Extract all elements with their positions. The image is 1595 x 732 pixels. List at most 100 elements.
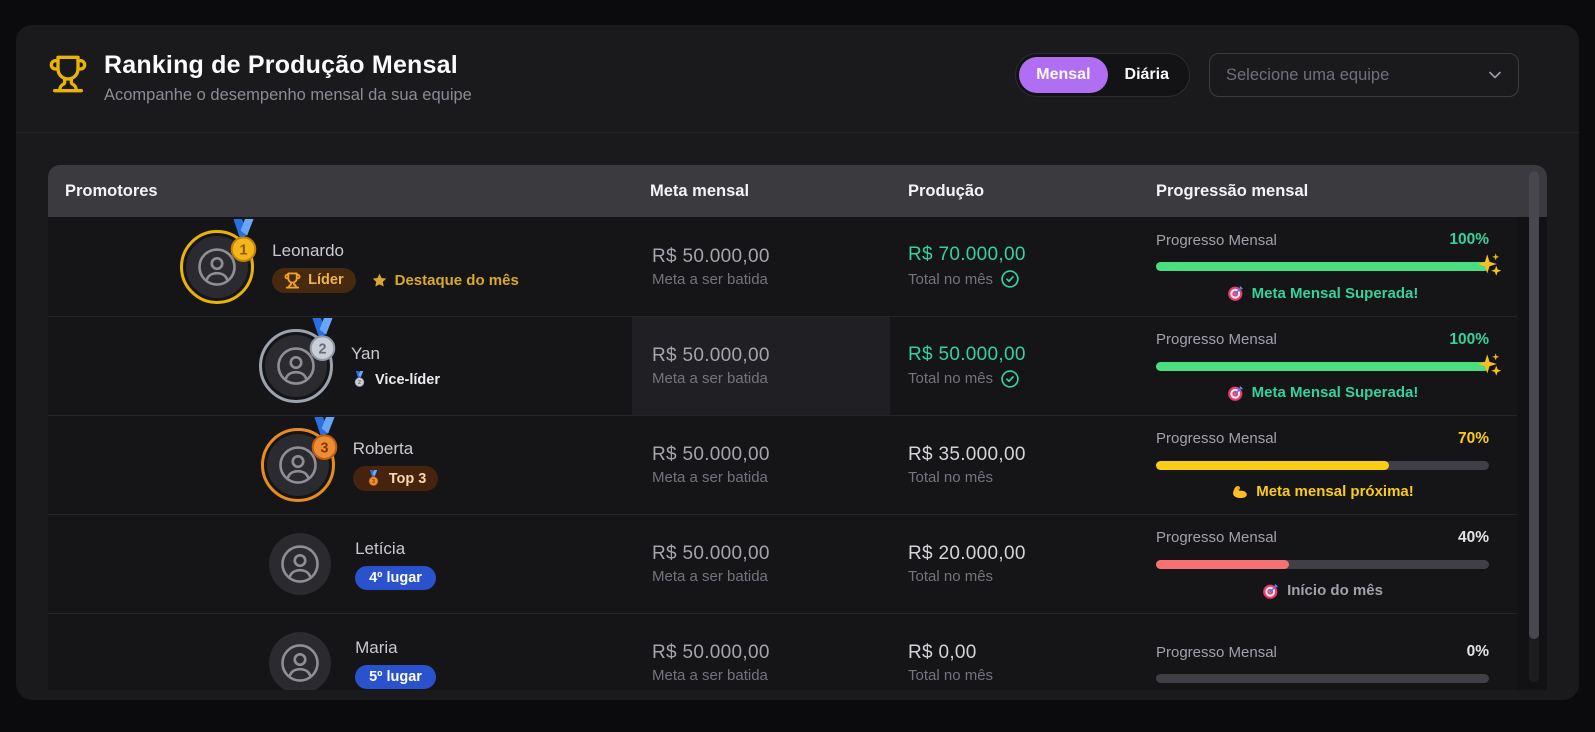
badge-label: Destaque do mês [394, 271, 519, 289]
promoter-name: Maria [355, 637, 398, 657]
badge-list: 5º lugar [355, 664, 436, 689]
header-left: Ranking de Produção Mensal Acompanhe o d… [48, 51, 472, 105]
progress-cell: Progresso Mensal 70% Meta mensal próxima… [1138, 416, 1517, 514]
progress-label: Progresso Mensal [1156, 231, 1277, 249]
progress-bar [1156, 352, 1502, 376]
producao-cell: R$ 0,00 Total no mês [890, 614, 1138, 690]
trophy-icon [48, 54, 88, 94]
avatar: 2 [257, 318, 336, 405]
producao-cell: R$ 35.000,00 Total no mês [890, 416, 1138, 514]
meta-cell: R$ 50.000,00 Meta a ser batida [632, 614, 890, 690]
progress-header: Progresso Mensal 70% [1156, 430, 1489, 448]
meta-cell: R$ 50.000,00 Meta a ser batida [632, 217, 890, 316]
meta-cell: R$ 50.000,00 Meta a ser batida [632, 317, 890, 415]
svg-text:2: 2 [318, 341, 326, 357]
avatar: 1 [178, 218, 257, 306]
meta-value: R$ 50.000,00 [652, 345, 770, 366]
progress-bar-fill [1156, 460, 1390, 470]
producao-cell: R$ 50.000,00 Total no mês [890, 317, 1138, 415]
rank-badge: 2 Vice-líder [351, 371, 440, 388]
rank-medal-icon: 1 [226, 218, 261, 265]
target-icon [1227, 284, 1245, 302]
promoter-cell: 2 Yan 2 Vice-líder [48, 317, 632, 415]
table-row[interactable]: Letícia 4º lugar R$ 50.000,00 Meta a ser… [48, 514, 1517, 613]
user-icon [269, 533, 332, 595]
progress-header: Progresso Mensal 100% [1156, 231, 1489, 249]
svg-text:3: 3 [372, 479, 375, 485]
promoter-info: Leonardo Líder Destaque do mês [272, 241, 519, 293]
progress-bar [1156, 460, 1489, 470]
rank-badge: 4º lugar [355, 565, 436, 590]
progress-bar [1156, 253, 1502, 276]
team-select[interactable]: Selecione uma equipe [1209, 53, 1519, 97]
target-icon [1227, 384, 1245, 402]
progress-bar [1156, 674, 1489, 683]
avatar [261, 624, 339, 690]
progress-header: Progresso Mensal 40% [1156, 529, 1489, 547]
promoter-cell: 3 Roberta 3 Top 3 [48, 416, 632, 514]
badge-list: 3 Top 3 [352, 466, 439, 491]
page-title: Ranking de Produção Mensal [104, 51, 458, 79]
rank-medal-icon: 2 [305, 318, 340, 364]
scrollbar-track[interactable] [1529, 171, 1539, 682]
rank-badge: Destaque do mês [371, 272, 519, 289]
progress-status: Meta Mensal Superada! [1156, 384, 1489, 402]
sparkles-icon [1476, 251, 1503, 278]
badge-list: Líder Destaque do mês [272, 267, 519, 293]
column-header-producao: Produção [908, 181, 985, 200]
producao-caption-text: Total no mês [908, 270, 994, 288]
avatar-ring [180, 229, 255, 304]
progress-bar-fill [1156, 262, 1489, 271]
period-toggle: Mensal Diária [1015, 53, 1190, 97]
promoter-cell: Maria 5º lugar [48, 614, 632, 690]
chevron-down-icon [1485, 65, 1505, 85]
scrollbar-thumb[interactable] [1529, 171, 1539, 639]
ranking-table: Promotores Meta mensal Produção Progress… [48, 165, 1547, 690]
progress-status: Meta mensal próxima! [1156, 483, 1489, 501]
badge-label: 4º lugar [369, 569, 422, 586]
meta-caption: Meta a ser batida [652, 667, 768, 684]
meta-caption: Meta a ser batida [652, 568, 768, 585]
medal-bronze-icon: 3 [365, 470, 382, 487]
check-circle-icon [1000, 269, 1020, 289]
badge-label: Top 3 [388, 470, 427, 487]
avatar [261, 525, 339, 603]
meta-caption: Meta a ser batida [652, 469, 768, 486]
producao-caption-text: Total no mês [908, 667, 994, 684]
toggle-diaria-button[interactable]: Diária [1108, 57, 1186, 93]
progress-percent: 70% [1457, 429, 1489, 447]
table-row[interactable]: Maria 5º lugar R$ 50.000,00 Meta a ser b… [48, 613, 1517, 690]
producao-caption: Total no mês [908, 269, 1138, 289]
meta-caption: Meta a ser batida [652, 270, 768, 288]
svg-text:2: 2 [358, 380, 361, 386]
trophy-icon [284, 271, 301, 289]
progress-status: Início do mês [1156, 582, 1489, 600]
table-row[interactable]: 2 Yan 2 Vice-líder R$ 50.000,00 Meta a se… [48, 316, 1517, 415]
progress-percent: 40% [1457, 528, 1489, 546]
promoter-info: Yan 2 Vice-líder [351, 344, 440, 388]
toggle-mensal-button[interactable]: Mensal [1019, 57, 1108, 93]
promoter-name: Leonardo [272, 240, 344, 260]
producao-caption-text: Total no mês [908, 568, 994, 585]
table-row[interactable]: 3 Roberta 3 Top 3 R$ 50.000,00 Meta a ser… [48, 415, 1517, 514]
progress-cell: Progresso Mensal 40% Início do mês [1138, 515, 1517, 613]
avatar: 3 [259, 417, 337, 504]
progress-label: Progresso Mensal [1156, 643, 1277, 661]
producao-caption-text: Total no mês [908, 469, 994, 486]
promoter-cell: Letícia 4º lugar [48, 515, 632, 613]
svg-text:3: 3 [320, 440, 328, 456]
badge-label: Líder [308, 272, 344, 288]
promoter-name: Roberta [352, 439, 414, 458]
header-right: Mensal Diária Selecione uma equipe [1015, 53, 1519, 97]
progress-header: Progresso Mensal 100% [1156, 331, 1489, 349]
badge-list: 2 Vice-líder [351, 371, 440, 388]
progress-status: Meta Mensal Superada! [1156, 284, 1489, 302]
table-row[interactable]: 1 Leonardo Líder Destaque do mês R$ 50.00… [48, 217, 1517, 316]
ranking-card: Ranking de Produção Mensal Acompanhe o d… [16, 25, 1579, 700]
table-header-row: Promotores Meta mensal Produção Progress… [48, 165, 1547, 217]
title-block: Ranking de Produção Mensal Acompanhe o d… [104, 51, 472, 105]
producao-value: R$ 70.000,00 [908, 244, 1026, 265]
producao-value: R$ 0,00 [908, 642, 977, 663]
avatar-ring [263, 527, 337, 601]
table-body: 1 Leonardo Líder Destaque do mês R$ 50.00… [48, 217, 1517, 690]
